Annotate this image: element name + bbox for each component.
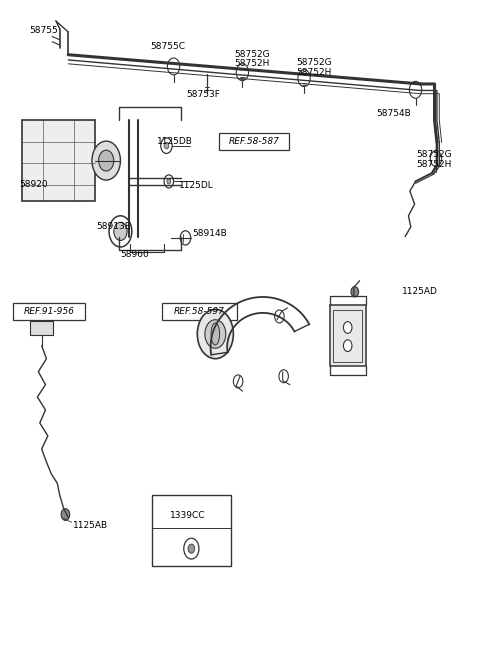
Text: 58752H: 58752H	[417, 160, 452, 169]
Bar	[13, 303, 85, 320]
Bar	[330, 305, 366, 366]
Text: 58752G: 58752G	[234, 50, 270, 58]
Circle shape	[164, 175, 174, 188]
Text: 58754B: 58754B	[377, 109, 411, 118]
Circle shape	[236, 64, 249, 81]
Circle shape	[161, 138, 172, 153]
Bar	[152, 495, 230, 567]
Text: 58752G: 58752G	[296, 58, 332, 67]
Circle shape	[430, 151, 442, 166]
Text: 1125DB: 1125DB	[157, 138, 193, 146]
Text: 1125AB: 1125AB	[73, 521, 108, 530]
Text: 1125AD: 1125AD	[402, 287, 438, 295]
Text: 58755: 58755	[29, 26, 58, 35]
Text: 58753F: 58753F	[186, 90, 220, 100]
Bar	[219, 134, 289, 150]
Circle shape	[184, 538, 199, 559]
Text: 58920: 58920	[19, 180, 48, 189]
Circle shape	[298, 69, 310, 86]
Circle shape	[409, 81, 422, 98]
Bar	[22, 120, 96, 201]
Text: 58960: 58960	[120, 250, 149, 259]
Text: 1339CC: 1339CC	[170, 512, 206, 520]
Circle shape	[114, 222, 127, 240]
Circle shape	[343, 322, 352, 333]
Text: 1125DL: 1125DL	[179, 181, 214, 191]
Circle shape	[61, 509, 70, 520]
Circle shape	[167, 179, 171, 184]
Circle shape	[180, 231, 191, 245]
Text: 58913E: 58913E	[96, 221, 131, 231]
Text: REF.58-597: REF.58-597	[174, 307, 225, 316]
Circle shape	[92, 141, 120, 180]
Text: REF.58-587: REF.58-587	[228, 138, 279, 146]
Text: 58752H: 58752H	[234, 60, 270, 68]
Ellipse shape	[211, 323, 219, 345]
Circle shape	[98, 150, 114, 171]
Text: REF.91-956: REF.91-956	[24, 307, 75, 316]
Circle shape	[197, 309, 233, 359]
Circle shape	[164, 142, 169, 149]
Circle shape	[343, 340, 352, 352]
Circle shape	[168, 58, 180, 75]
Circle shape	[351, 287, 359, 297]
Bar	[30, 321, 53, 335]
Circle shape	[188, 544, 195, 553]
Bar	[162, 303, 237, 320]
Text: 58914B: 58914B	[192, 229, 228, 238]
Text: 58752G: 58752G	[417, 150, 452, 159]
Text: 58755C: 58755C	[150, 43, 185, 52]
Text: 58752H: 58752H	[296, 67, 331, 77]
Circle shape	[279, 369, 288, 383]
Bar	[334, 310, 362, 362]
Circle shape	[205, 320, 226, 348]
Circle shape	[233, 375, 243, 388]
Circle shape	[109, 215, 132, 247]
Circle shape	[275, 310, 284, 323]
